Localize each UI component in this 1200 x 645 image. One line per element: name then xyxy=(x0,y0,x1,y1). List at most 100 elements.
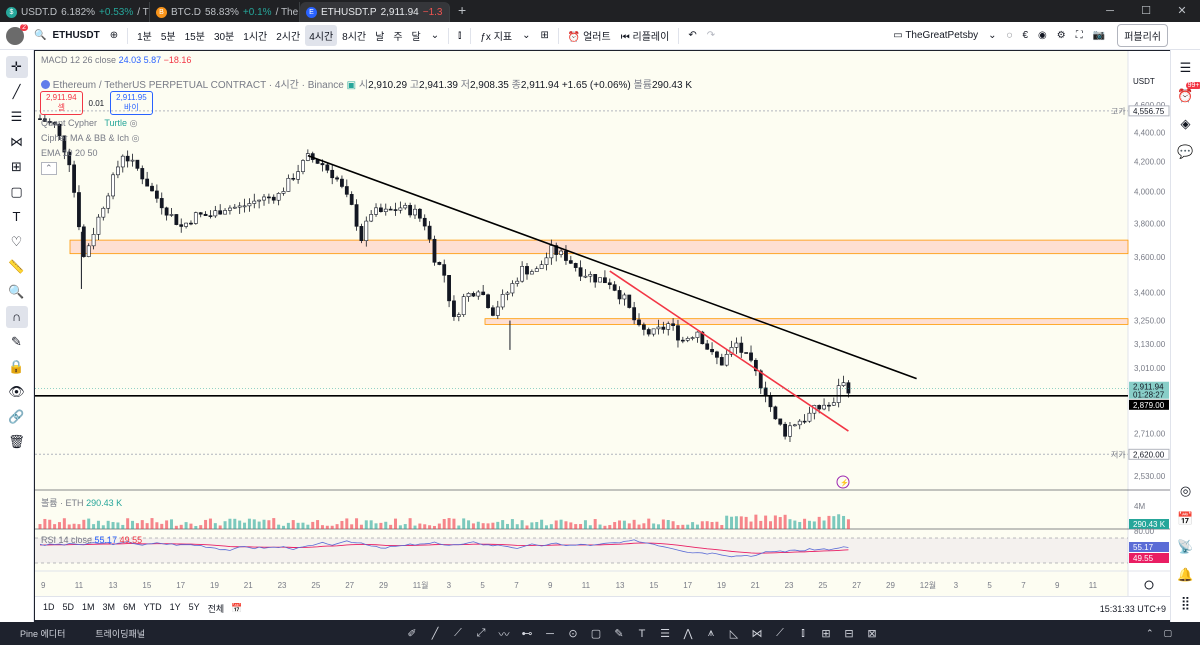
interval-9[interactable]: 주 xyxy=(393,32,403,43)
xabcd-icon[interactable]: ⋈ xyxy=(751,628,763,640)
symbol-button[interactable]: ETHUSDT xyxy=(52,30,100,41)
pattern-icon[interactable]: ⋈ xyxy=(10,133,23,149)
fib-retrace-icon[interactable]: ☰ xyxy=(660,628,670,640)
magnet-icon[interactable]: ∩ xyxy=(5,305,28,328)
rect-icon[interactable]: ▢ xyxy=(590,628,602,640)
indicators-button[interactable]: ƒx 지표 xyxy=(480,32,513,43)
layout-dropdown-icon[interactable]: ⌄ xyxy=(988,30,997,41)
interval-8[interactable]: 날 xyxy=(375,32,385,43)
extended-line-icon[interactable]: ⤢ xyxy=(476,627,486,639)
pine-editor-tab[interactable]: Pine 에디터 xyxy=(20,629,66,639)
shapes-icon[interactable]: ▢ xyxy=(10,183,23,199)
candles-icon[interactable]: ⫾ xyxy=(801,627,805,639)
range-1[interactable]: 5D xyxy=(62,602,75,612)
maximize-panel-icon[interactable]: ▢ xyxy=(1163,628,1172,638)
fullscreen-icon[interactable]: ⛶ xyxy=(1075,30,1083,41)
alerts-clock-icon[interactable]: ⏰ 99+ xyxy=(1177,82,1200,103)
range-5[interactable]: YTD xyxy=(143,602,162,612)
interval-3[interactable]: 30분 xyxy=(213,32,235,43)
browser-tab[interactable]: B BTC.D 58.83% +0.1% / The ✕ xyxy=(150,2,300,22)
range-7[interactable]: 5Y xyxy=(188,602,200,612)
triangle-icon[interactable]: ◺ xyxy=(729,628,739,640)
currency-icon[interactable]: € xyxy=(1022,30,1029,41)
layout-grid-icon[interactable]: ⊞ xyxy=(540,30,549,41)
alert-button[interactable]: ⏰ 얼러트 xyxy=(567,32,611,43)
link-icon[interactable]: 🔗 xyxy=(8,408,25,424)
eye-icon[interactable]: 👁 xyxy=(8,383,25,399)
interval-0[interactable]: 1분 xyxy=(137,32,152,43)
circle-icon[interactable]: ⊙ xyxy=(568,628,578,640)
replay-button[interactable]: ⏮ 리플레이 xyxy=(620,32,670,43)
prediction-icon[interactable]: ⊞ xyxy=(11,158,22,174)
fib-icon[interactable]: ☰ xyxy=(10,108,23,124)
pen-icon[interactable]: ✎ xyxy=(614,628,624,640)
apps-grid-icon[interactable]: ⣿ xyxy=(1180,595,1191,610)
buy-button[interactable]: 2,911.95 바이 xyxy=(110,91,153,115)
new-tab-button[interactable]: + xyxy=(458,2,467,18)
lock-icon[interactable]: 🔒 xyxy=(8,358,25,374)
trendline-icon[interactable]: ╱ xyxy=(12,83,21,99)
text-icon[interactable]: T xyxy=(12,209,21,224)
interval-5[interactable]: 2시간 xyxy=(276,32,301,43)
ruler-icon[interactable]: 📏 xyxy=(8,258,25,274)
interval-6[interactable]: 4시간 xyxy=(305,25,338,46)
path-icon[interactable]: ⟋ xyxy=(776,627,784,639)
target-icon[interactable]: ◎ xyxy=(1179,483,1192,498)
chart-pane[interactable]: USDT4,600.004,400.004,200.004,000.003,80… xyxy=(35,51,1170,622)
zoom-in-icon[interactable]: 🔍 xyxy=(8,283,25,299)
trash-icon[interactable]: 🗑 xyxy=(8,433,25,449)
interval-1[interactable]: 5분 xyxy=(160,32,176,43)
interval-4[interactable]: 1시간 xyxy=(243,32,268,43)
hline-icon[interactable]: ⊷ xyxy=(521,628,533,640)
sell-button[interactable]: 2,911.94 셀 xyxy=(40,91,83,115)
publish-button[interactable]: 퍼블리쉬 xyxy=(1117,24,1168,47)
pattern-tool-icon[interactable]: ⋀ xyxy=(683,628,693,640)
hray-icon[interactable]: ─ xyxy=(546,627,554,640)
range-6[interactable]: 1Y xyxy=(169,602,181,612)
text-tool-icon[interactable]: T xyxy=(638,627,646,640)
eye-off-icon[interactable]: ◎ xyxy=(129,118,138,128)
browser-tab[interactable]: $ USDT.D 6.182% +0.53% / T ✕ xyxy=(0,2,150,22)
interval-dropdown-icon[interactable]: ⌄ xyxy=(430,30,440,41)
browser-tab[interactable]: E ETHUSDT.P 2,911.94 −1.3 ✕ xyxy=(300,2,450,22)
measure-icon[interactable]: ⊞ xyxy=(821,628,831,640)
layers-icon[interactable]: ◈ xyxy=(1180,116,1191,131)
bell-icon[interactable]: 🔔 xyxy=(1177,567,1194,582)
range-4[interactable]: 6M xyxy=(123,602,136,612)
undo-icon[interactable]: ↶ xyxy=(688,30,697,41)
interval-2[interactable]: 15분 xyxy=(184,32,205,43)
head-shoulders-icon[interactable]: ⩚ xyxy=(707,627,715,639)
minimize-icon[interactable]: ─ xyxy=(1106,5,1114,17)
pencil-lock-icon[interactable]: ✎ xyxy=(11,333,22,349)
settings-gear-icon[interactable]: ⚙ xyxy=(1056,30,1066,41)
close-window-icon[interactable]: ✕ xyxy=(1177,5,1187,17)
interval-7[interactable]: 8시간 xyxy=(342,32,367,43)
calendar-icon[interactable]: 📅 xyxy=(1177,511,1194,526)
watchlist-icon[interactable]: ☰ xyxy=(1179,60,1192,75)
clock[interactable]: 15:31:33 UTC+9 xyxy=(1099,603,1166,614)
position-icon[interactable]: ⊟ xyxy=(844,628,854,640)
compare-add-icon[interactable]: ⊕ xyxy=(109,30,119,41)
range-2[interactable]: 1M xyxy=(82,602,95,612)
podcast-icon[interactable]: 📡 xyxy=(1177,539,1194,554)
layout-button[interactable]: ▭ TheGreatPetsby xyxy=(893,30,979,41)
candle-type-icon[interactable]: ⫾ xyxy=(458,30,462,41)
quick-search-icon[interactable]: ◌ xyxy=(1006,30,1013,41)
collapse-legend-icon[interactable]: ⌃ xyxy=(41,162,57,175)
range-3[interactable]: 3M xyxy=(102,602,116,612)
collapse-panel-icon[interactable]: ⌃ xyxy=(1145,628,1154,638)
snapshot-camera-icon[interactable]: 📷 xyxy=(1092,30,1106,41)
maximize-icon[interactable]: ☐ xyxy=(1141,5,1151,17)
search-icon[interactable]: 🔍 xyxy=(34,30,47,41)
chat-icon[interactable]: 💬 xyxy=(1177,144,1194,159)
goto-date-icon[interactable]: 📅 xyxy=(231,603,243,613)
range-0[interactable]: 1D xyxy=(43,602,55,612)
ray-icon[interactable]: ⟋ xyxy=(454,627,462,639)
crosshair-icon[interactable]: ✛ xyxy=(5,55,28,78)
templates-icon[interactable]: ⌄ xyxy=(522,30,531,41)
redo-icon[interactable]: ↷ xyxy=(706,30,716,41)
favorites-heart-icon[interactable]: ♡ xyxy=(10,233,23,249)
line-icon[interactable]: ╱ xyxy=(431,628,439,640)
zigzag-icon[interactable]: 〰 xyxy=(498,628,510,641)
avatar[interactable]: 2 xyxy=(6,23,28,45)
